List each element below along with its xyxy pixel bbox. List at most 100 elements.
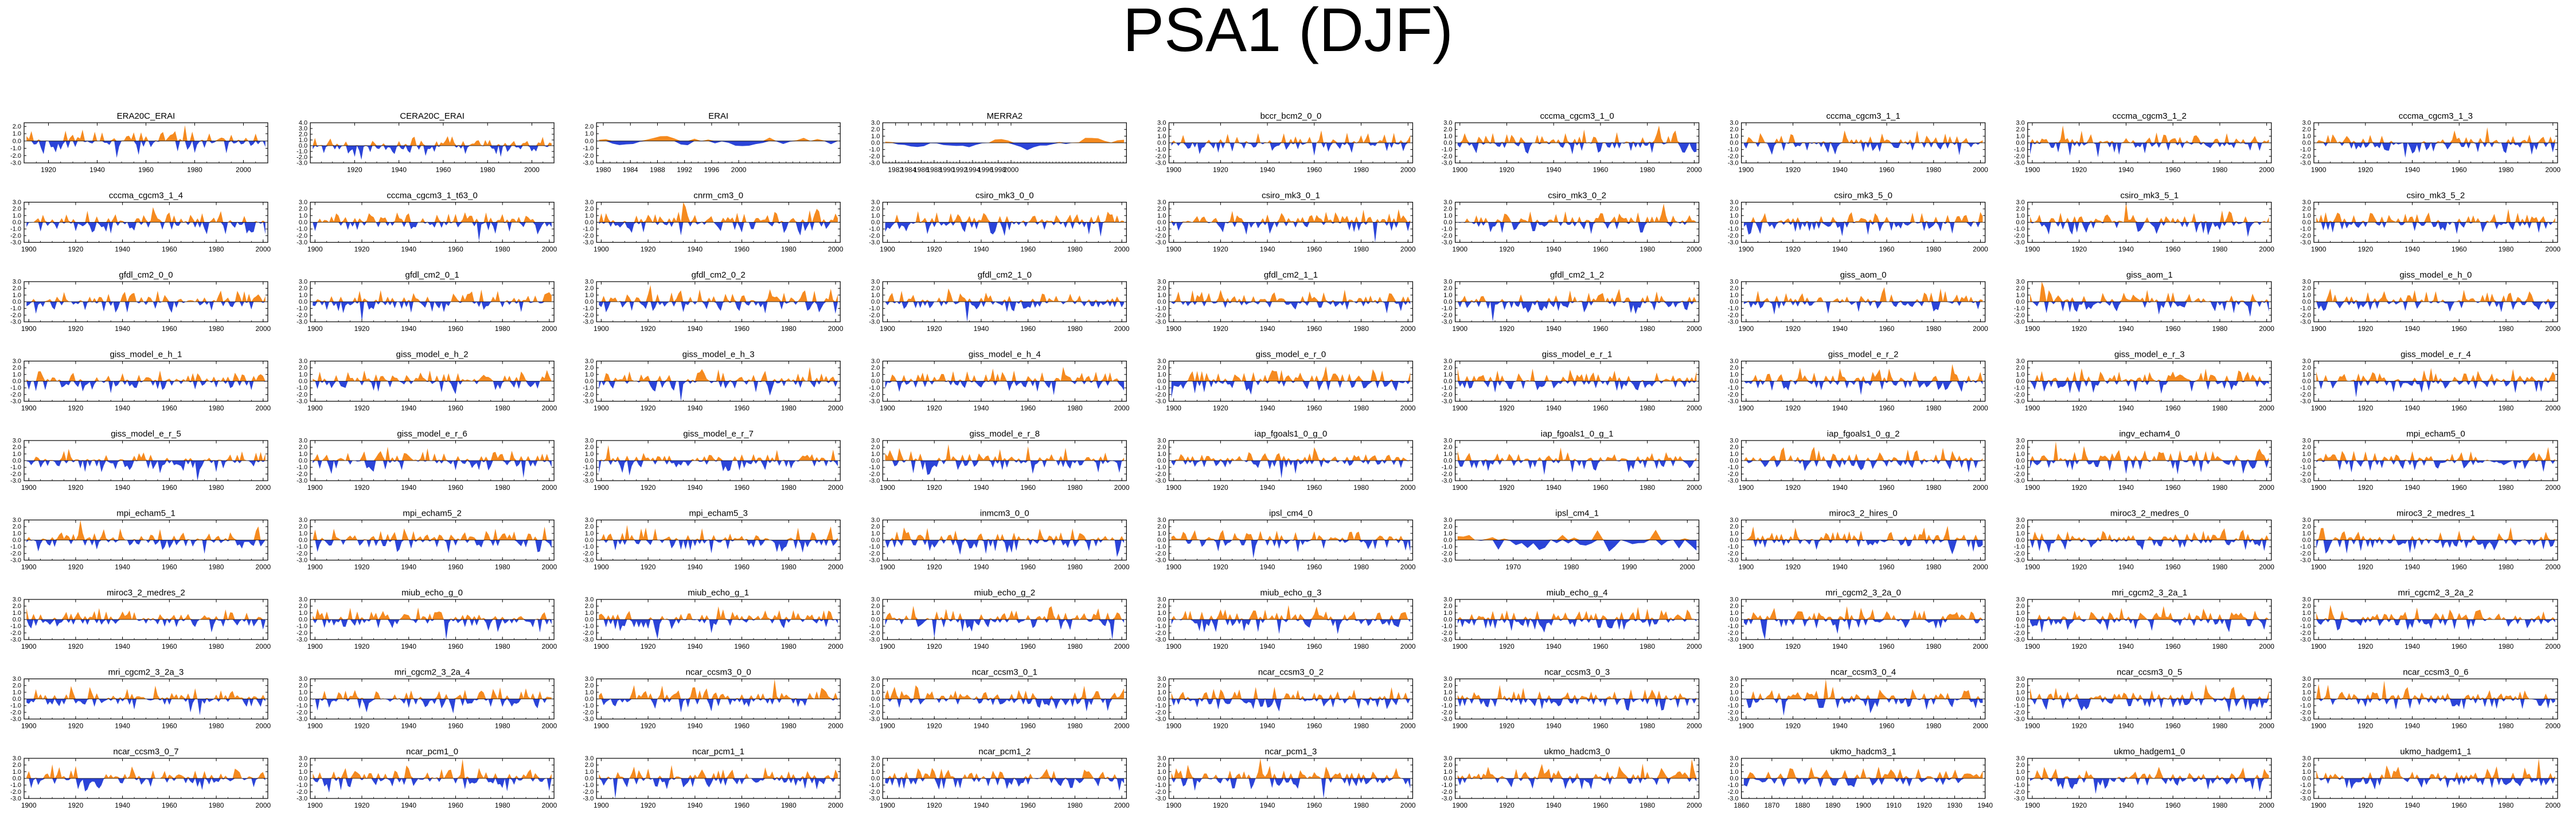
panel-bccr_bcm2_0_0: bccr_bcm2_0_0 3.02.01.00.0-1.0-2.0-3.0190…	[1155, 111, 1415, 174]
y-tick-label: 2.0	[2016, 444, 2024, 451]
x-tick-label: 1900	[1166, 484, 1181, 492]
panel-gfdl_cm2_1_0: gfdl_cm2_1_0 3.02.01.00.0-1.0-2.0-3.01900…	[869, 270, 1129, 333]
x-tick-label: 1900	[1166, 166, 1181, 174]
x-tick-label: 1960	[1020, 484, 1036, 492]
positive-area	[26, 370, 266, 381]
y-tick-label: -3.0	[869, 478, 880, 485]
y-tick-label: 0.0	[2302, 299, 2311, 306]
y-tick-label: -1.0	[296, 226, 307, 233]
x-tick-label: 1980	[781, 722, 797, 730]
positive-area	[26, 685, 266, 699]
panel-title: gfdl_cm2_0_2	[692, 270, 746, 280]
x-tick-label: 1960	[162, 801, 177, 809]
y-tick-label: 0.0	[1730, 617, 1738, 624]
panel-title: iap_fgoals1_0_g_0	[1255, 429, 1328, 439]
x-tick-label: 1920	[2358, 563, 2373, 571]
y-tick-label: -1.0	[1442, 544, 1453, 551]
x-tick-label: 2000	[542, 563, 557, 571]
y-tick-label: -2.0	[1155, 391, 1166, 398]
y-tick-label: 2.0	[1443, 444, 1452, 451]
x-tick-label: 1960	[1593, 246, 1609, 254]
y-tick-label: -3.0	[583, 160, 594, 167]
y-tick-label: 2.0	[13, 603, 21, 610]
y-tick-label: -3.0	[1728, 319, 1739, 326]
y-tick-label: 3.0	[1730, 438, 1738, 445]
positive-area	[2316, 289, 2555, 302]
y-tick-label: -1.0	[869, 464, 880, 471]
x-tick-label: 1900	[2025, 722, 2040, 730]
panel-title: csiro_mk3_0_1	[1262, 191, 1320, 201]
y-tick-label: 3.0	[2016, 676, 2024, 683]
y-tick-label: -1.0	[1728, 623, 1739, 630]
y-tick-label: 0.0	[871, 696, 880, 703]
y-tick-label: 1.0	[2016, 451, 2024, 458]
negative-area	[313, 146, 552, 160]
y-tick-label: -3.0	[1728, 637, 1739, 644]
y-tick-label: 3.0	[13, 199, 21, 206]
x-tick-label: 2000	[828, 642, 844, 650]
y-tick-label: -1.0	[1728, 544, 1739, 551]
x-tick-label: 1980	[781, 801, 797, 809]
x-tick-label: 2000	[828, 404, 844, 412]
negative-area	[885, 699, 1125, 712]
y-tick-label: -1.0	[1155, 226, 1166, 233]
positive-area	[1457, 289, 1697, 302]
panel-csiro_mk3_0_2: csiro_mk3_0_2 3.02.01.00.0-1.0-2.0-3.0190…	[1442, 191, 1702, 254]
x-tick-label: 1960	[734, 246, 750, 254]
positive-area	[313, 687, 552, 699]
y-tick-label: 3.0	[299, 755, 307, 762]
negative-area	[313, 381, 552, 395]
x-tick-label: 1920	[68, 246, 84, 254]
x-tick-label: 1970	[1505, 563, 1521, 571]
x-tick-label: 2000	[2259, 325, 2274, 333]
positive-area	[2030, 202, 2269, 223]
x-tick-label: 1900	[2311, 404, 2327, 412]
y-tick-label: 1.0	[585, 769, 594, 776]
y-tick-label: -1.0	[1442, 385, 1453, 392]
y-tick-label: 0.0	[2302, 378, 2311, 385]
y-tick-label: 2.0	[1443, 524, 1452, 531]
y-tick-label: 3.0	[2302, 597, 2311, 603]
y-tick-label: 3.0	[1157, 597, 1166, 603]
y-tick-label: 2.0	[2302, 444, 2311, 451]
x-tick-label: 1940	[2405, 722, 2420, 730]
x-tick-label: 1900	[1738, 642, 1754, 650]
x-tick-label: 1980	[2499, 166, 2514, 174]
negative-area	[2030, 143, 2269, 158]
x-tick-label: 1940	[1260, 484, 1275, 492]
y-tick-label: -1.0	[1442, 623, 1453, 630]
y-tick-label: 0.0	[2302, 537, 2311, 544]
x-tick-label: 2000	[828, 484, 844, 492]
y-tick-label: -1.0	[869, 385, 880, 392]
y-tick-label: 3.0	[2016, 517, 2024, 524]
y-tick-label: 2.0	[1443, 365, 1452, 372]
y-tick-label: -2.0	[10, 550, 21, 557]
panel-title: giss_aom_0	[1840, 270, 1887, 280]
y-tick-label: 2.0	[13, 206, 21, 213]
y-tick-label: -2.0	[1155, 471, 1166, 478]
positive-area	[2030, 282, 2269, 302]
x-tick-label: 1960	[1306, 404, 1322, 412]
y-tick-label: 3.0	[1157, 199, 1166, 206]
y-tick-label: 2.0	[2016, 603, 2024, 610]
y-tick-label: 3.0	[1443, 517, 1452, 524]
x-tick-label: 1960	[1879, 404, 1895, 412]
y-tick-label: -1.0	[2300, 146, 2311, 153]
x-tick-label: 1960	[2165, 166, 2181, 174]
panel-title: mpi_echam5_0	[2406, 429, 2465, 439]
positive-area	[26, 125, 266, 141]
x-tick-label: 1900	[2025, 642, 2040, 650]
y-tick-label: -3.0	[10, 557, 21, 564]
y-tick-label: 3.0	[2302, 199, 2311, 206]
y-tick-label: 2.0	[1730, 365, 1738, 372]
y-tick-label: 2.0	[1730, 206, 1738, 213]
panel-giss_model_e_h_1: giss_model_e_h_1 3.02.01.00.0-1.0-2.0-3.0…	[10, 350, 271, 412]
panel-title: csiro_mk3_5_0	[1834, 191, 1892, 201]
y-tick-label: 3.0	[1730, 358, 1738, 365]
x-tick-label: 1900	[2025, 246, 2040, 254]
y-tick-label: -1.0	[2300, 226, 2311, 233]
y-tick-label: 3.0	[585, 358, 594, 365]
y-tick-label: -3.0	[1155, 398, 1166, 405]
y-tick-label: 1.0	[871, 451, 880, 458]
